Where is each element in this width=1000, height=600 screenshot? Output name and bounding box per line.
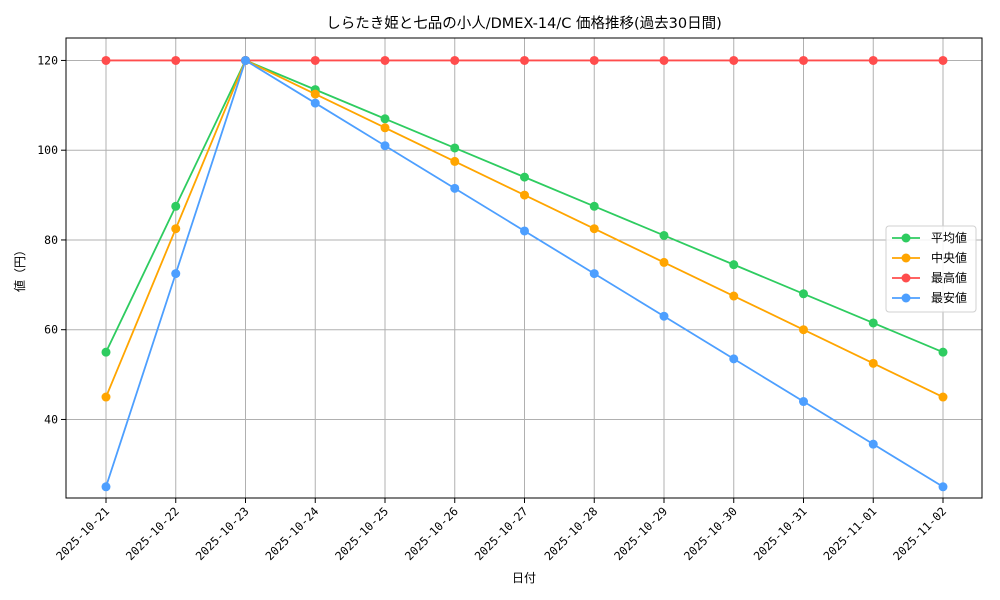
data-point	[380, 123, 390, 133]
data-point	[799, 55, 808, 65]
legend-label: 最安値	[931, 290, 967, 305]
x-axis-ticks: 2025-10-21 2025-10-22 2025-10-23 2025-10-24…	[53, 498, 949, 563]
data-point	[171, 201, 181, 211]
legend-label: 中央値	[931, 250, 967, 265]
legend-marker	[901, 253, 911, 263]
data-point	[868, 318, 878, 328]
chart-title: しらたき姫と七品の小人/DMEX-14/C 価格推移(過去30日間)	[326, 15, 722, 32]
data-point	[868, 439, 878, 449]
legend-box	[885, 225, 977, 313]
legend-label: 平均値	[931, 230, 967, 245]
series-最高値	[101, 55, 948, 65]
data-point	[868, 55, 878, 65]
y-axis-ticks: 40 60 80 100 120	[37, 53, 66, 426]
data-point	[171, 55, 181, 65]
data-point	[520, 190, 529, 200]
data-point	[729, 291, 739, 301]
data-point	[450, 156, 460, 166]
x-tick-label: 2025-10-27	[472, 504, 531, 563]
data-point	[520, 55, 529, 65]
data-point	[450, 183, 460, 193]
data-point	[938, 482, 948, 492]
data-point	[380, 141, 390, 151]
data-point	[659, 55, 669, 65]
data-point	[589, 55, 599, 65]
data-point	[101, 392, 111, 402]
y-tick-label: 60	[44, 323, 58, 337]
x-tick-label: 2025-11-01	[821, 504, 880, 563]
legend-marker	[901, 293, 911, 303]
x-tick-label: 2025-10-22	[123, 504, 182, 563]
x-tick-label: 2025-10-26	[402, 504, 461, 563]
data-point	[101, 55, 111, 65]
x-tick-label: 2025-10-28	[542, 504, 601, 563]
data-point	[799, 325, 808, 335]
data-point	[589, 224, 599, 234]
x-tick-label: 2025-11-02	[890, 504, 949, 563]
data-point	[101, 347, 111, 357]
data-point	[799, 289, 808, 299]
x-tick-label: 2025-10-21	[53, 504, 112, 563]
data-point	[171, 224, 181, 234]
y-tick-label: 100	[37, 143, 58, 157]
y-tick-label: 80	[44, 233, 58, 247]
data-point	[310, 89, 320, 99]
legend-label: 最高値	[931, 270, 967, 285]
grid-lines	[66, 38, 982, 498]
data-point	[101, 482, 111, 492]
data-point	[589, 269, 599, 279]
data-point	[659, 230, 669, 240]
data-point	[938, 392, 948, 402]
data-point	[868, 358, 878, 368]
data-point	[659, 311, 669, 321]
x-axis-label: 日付	[512, 571, 536, 585]
data-point	[310, 55, 320, 65]
data-point	[659, 257, 669, 267]
y-tick-label: 40	[44, 412, 58, 426]
x-tick-label: 2025-10-30	[681, 504, 740, 563]
data-point	[589, 201, 599, 211]
x-tick-label: 2025-10-24	[263, 504, 322, 563]
series-lines	[101, 55, 948, 492]
data-point	[450, 55, 460, 65]
data-point	[450, 143, 460, 153]
data-point	[520, 172, 529, 182]
data-point	[938, 55, 948, 65]
data-point	[729, 260, 739, 270]
data-point	[171, 269, 181, 279]
data-point	[380, 55, 390, 65]
x-tick-label: 2025-10-31	[751, 504, 810, 563]
x-tick-label: 2025-10-23	[193, 504, 252, 563]
y-axis-label: 値（円）	[12, 244, 27, 292]
legend-marker	[901, 233, 911, 243]
data-point	[729, 354, 739, 364]
data-point	[729, 55, 739, 65]
legend-marker	[901, 273, 911, 283]
data-point	[310, 98, 320, 108]
series-最安値	[101, 55, 948, 492]
x-tick-label: 2025-10-29	[611, 504, 670, 563]
y-tick-label: 120	[37, 53, 58, 67]
data-point	[241, 55, 250, 65]
x-tick-label: 2025-10-25	[332, 504, 391, 563]
data-point	[520, 226, 529, 236]
data-point	[799, 397, 808, 407]
data-point	[938, 347, 948, 357]
data-point	[380, 114, 390, 124]
